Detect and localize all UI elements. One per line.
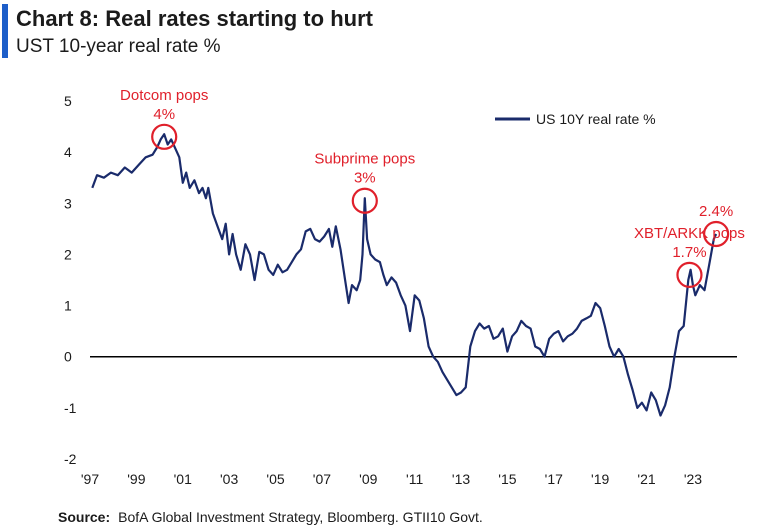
legend-label: US 10Y real rate % (536, 111, 656, 127)
x-tick-label: '13 (452, 471, 470, 487)
y-tick-label: 1 (64, 298, 72, 314)
annotation-label: Dotcom pops (120, 87, 208, 104)
chart-title: Chart 8: Real rates starting to hurt (16, 6, 373, 31)
x-tick-label: '15 (498, 471, 516, 487)
series-line (91, 133, 718, 417)
x-tick-label: '07 (313, 471, 331, 487)
annotation-value: 4% (153, 106, 175, 123)
x-tick-label: '21 (637, 471, 655, 487)
source-label: Source: (58, 509, 111, 525)
source-note: Source: BofA Global Investment Strategy, … (58, 509, 483, 525)
y-tick-label: 0 (64, 349, 72, 365)
x-tick-label: '99 (127, 471, 145, 487)
title-accent-bar (2, 4, 8, 58)
y-tick-label: 5 (64, 93, 72, 109)
x-tick-label: '97 (81, 471, 99, 487)
x-tick-label: '03 (220, 471, 238, 487)
annotation-value: 2.4% (699, 203, 733, 220)
annotation-circle (703, 220, 730, 248)
x-tick-label: '01 (174, 471, 192, 487)
x-tick-label: '19 (591, 471, 609, 487)
x-tick-label: '11 (406, 471, 423, 487)
annotation-label: Subprime pops (314, 151, 415, 168)
chart-subtitle: UST 10-year real rate % (16, 36, 221, 57)
x-tick-label: '09 (359, 471, 377, 487)
y-tick-label: -1 (64, 400, 77, 416)
x-tick-label: '05 (266, 471, 284, 487)
y-tick-label: 3 (64, 195, 72, 211)
x-tick-label: '23 (684, 471, 702, 487)
y-tick-label: 4 (64, 144, 72, 160)
annotation-circle (351, 187, 378, 214)
annotation-label: XBT/ARKK pops (634, 225, 745, 242)
annotation-circle (676, 261, 703, 288)
annotation-circle (151, 123, 178, 150)
source-text: BofA Global Investment Strategy, Bloombe… (118, 509, 483, 525)
annotation-value: 3% (354, 170, 376, 187)
y-tick-label: -2 (64, 451, 77, 467)
x-tick-label: '17 (545, 471, 563, 487)
annotation-value: 1.7% (672, 244, 706, 261)
y-tick-label: 2 (64, 246, 72, 262)
